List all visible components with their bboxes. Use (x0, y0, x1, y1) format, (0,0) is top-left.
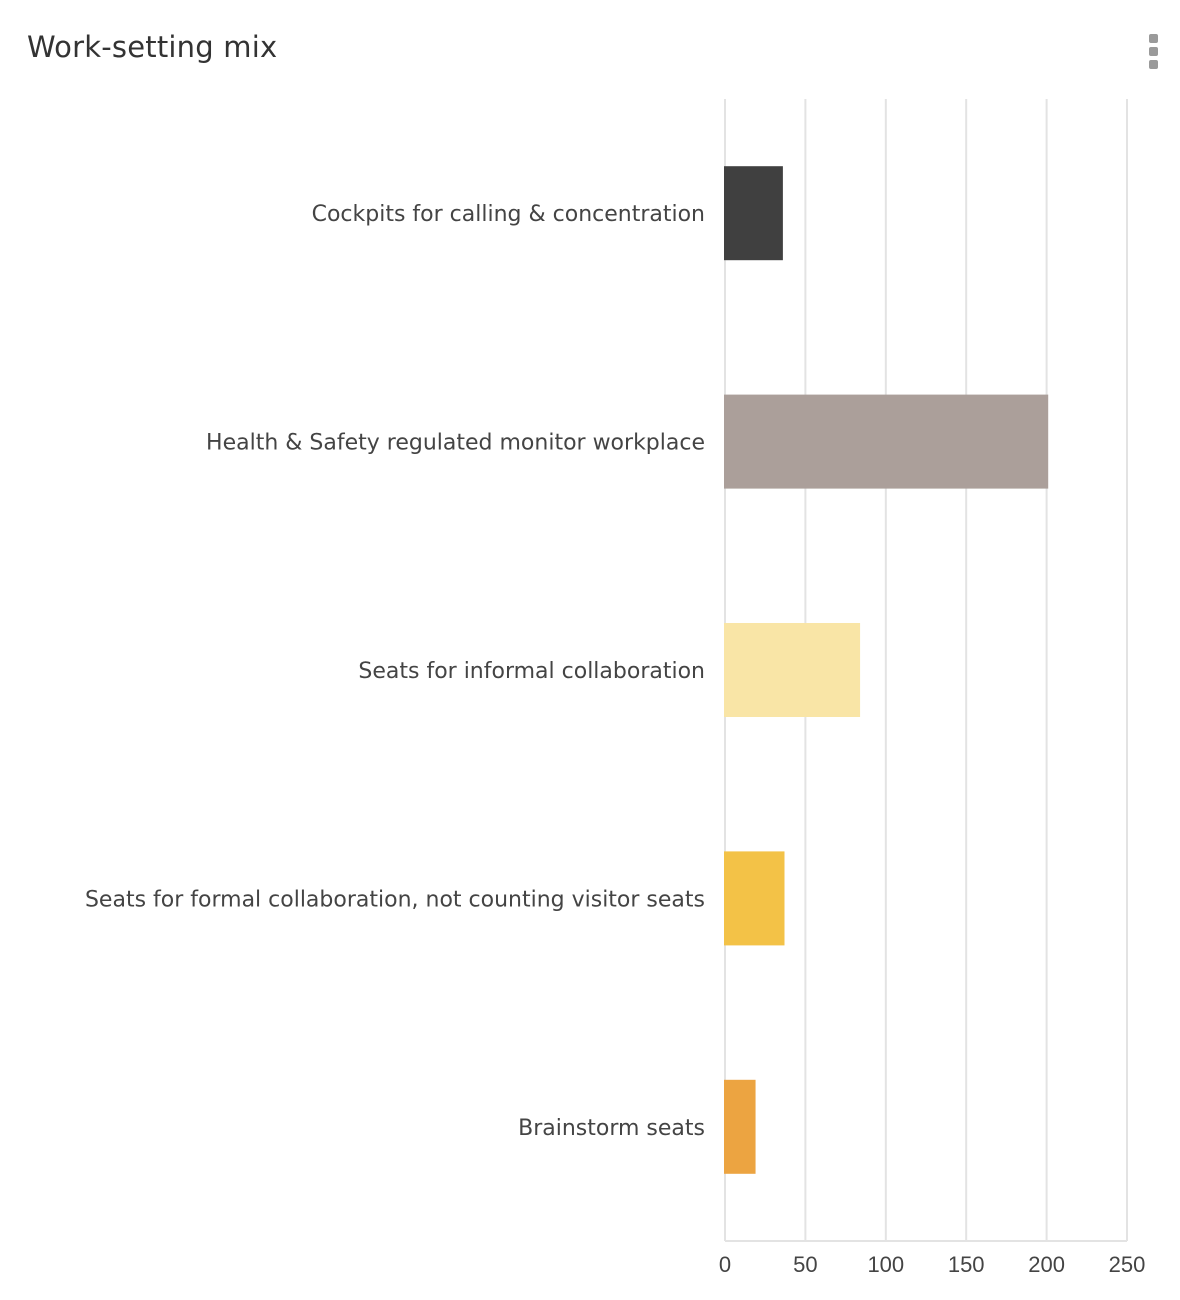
category-label: Seats for formal collaboration, not coun… (85, 887, 705, 912)
category-labels: Cockpits for calling & concentration Heal… (85, 202, 705, 1141)
chart-title: Work-setting mix (27, 30, 278, 64)
category-label: Cockpits for calling & concentration (312, 202, 705, 227)
bar[interactable] (724, 851, 785, 946)
category-label: Brainstorm seats (518, 1116, 705, 1141)
bar[interactable] (724, 1079, 756, 1174)
x-tick-label: 250 (1109, 1252, 1146, 1277)
bar[interactable] (724, 166, 783, 261)
category-label: Health & Safety regulated monitor workpl… (206, 431, 705, 456)
bar[interactable] (724, 394, 1049, 489)
x-tick-label: 100 (867, 1252, 904, 1277)
x-tick-label: 150 (948, 1252, 985, 1277)
x-tick-label: 0 (719, 1252, 731, 1277)
category-label: Seats for informal collaboration (358, 659, 705, 684)
x-tick-labels: 0 50 100 150 200 250 (719, 1252, 1145, 1277)
x-tick-label: 200 (1028, 1252, 1065, 1277)
more-vertical-icon[interactable] (1146, 34, 1160, 70)
x-tick-label: 50 (793, 1252, 817, 1277)
bars (724, 166, 1049, 1174)
bar[interactable] (724, 623, 861, 717)
